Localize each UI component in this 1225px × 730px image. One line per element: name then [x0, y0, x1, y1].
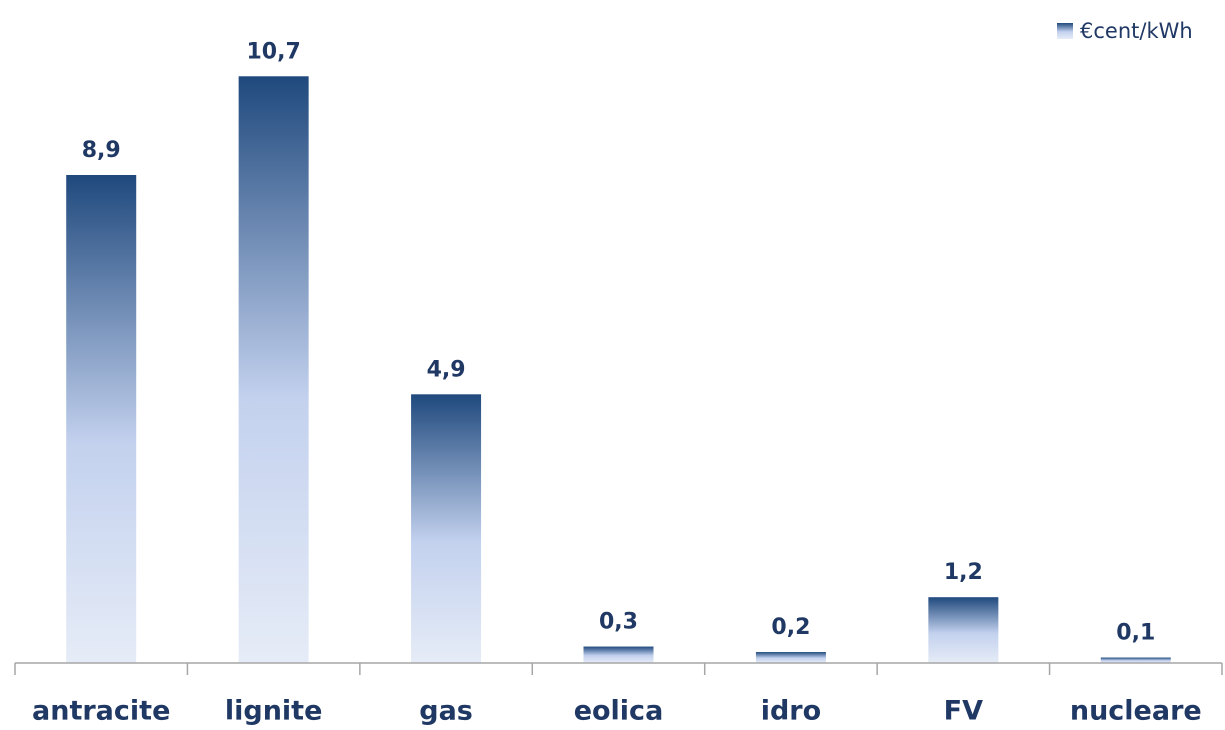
x-tick-label: eolica [574, 696, 664, 727]
x-tick-label: FV [944, 696, 983, 727]
bar [238, 76, 309, 664]
x-tick-label: antracite [32, 696, 170, 727]
x-tick-label: idro [761, 696, 821, 727]
legend: €cent/kWh [1057, 19, 1193, 43]
bar [1100, 657, 1171, 663]
data-label: 0,1 [1116, 621, 1155, 646]
legend-swatch [1057, 23, 1073, 39]
bar [66, 174, 137, 663]
data-label: 1,2 [944, 560, 983, 585]
bar [755, 652, 826, 663]
x-tick-label: gas [419, 696, 473, 727]
bar [411, 394, 482, 663]
data-label: 8,9 [82, 138, 121, 163]
bar [928, 597, 999, 663]
legend-label: €cent/kWh [1080, 19, 1193, 43]
data-label: 0,2 [771, 615, 810, 640]
bar [583, 646, 654, 663]
data-label: 4,9 [427, 357, 466, 382]
x-tick-label: nucleare [1070, 696, 1202, 727]
data-label: 10,7 [247, 39, 301, 64]
data-label: 0,3 [599, 610, 638, 635]
x-tick-label: lignite [225, 696, 323, 727]
